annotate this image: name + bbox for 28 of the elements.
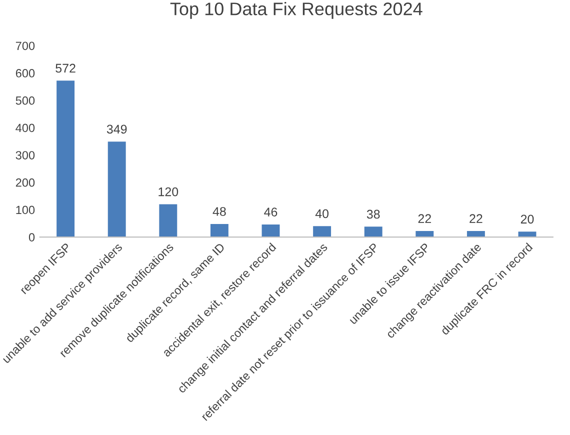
y-tick-label: 400 [16, 124, 35, 132]
bar [466, 231, 485, 238]
chart-title: Top 10 Data Fix Requests 2024 [170, 2, 422, 19]
y-tick-label: 0 [28, 233, 35, 242]
bar [313, 226, 332, 238]
data-label: 349 [106, 124, 127, 134]
data-label: 120 [158, 187, 178, 196]
y-tick-label: 500 [16, 96, 35, 105]
bar [56, 80, 75, 238]
y-tick-label: 600 [16, 69, 35, 78]
data-label: 40 [315, 209, 329, 218]
bar [364, 226, 382, 238]
bar [210, 224, 228, 238]
data-label: 572 [56, 64, 76, 73]
data-label: 20 [520, 214, 534, 224]
data-label: 46 [264, 208, 278, 216]
bar [416, 231, 434, 238]
y-tick-label: 300 [16, 151, 35, 160]
data-label: 22 [418, 214, 431, 223]
data-label: 22 [470, 214, 482, 223]
bar [108, 142, 126, 238]
y-tick-label: 200 [16, 178, 35, 187]
bar [159, 204, 178, 238]
data-label: 48 [212, 207, 226, 216]
data-label: 38 [366, 210, 380, 219]
y-tick-label: 100 [16, 206, 35, 214]
y-tick-label: 700 [16, 42, 35, 50]
bar [262, 224, 280, 238]
